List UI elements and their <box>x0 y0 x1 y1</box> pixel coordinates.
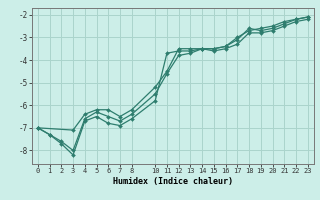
X-axis label: Humidex (Indice chaleur): Humidex (Indice chaleur) <box>113 177 233 186</box>
